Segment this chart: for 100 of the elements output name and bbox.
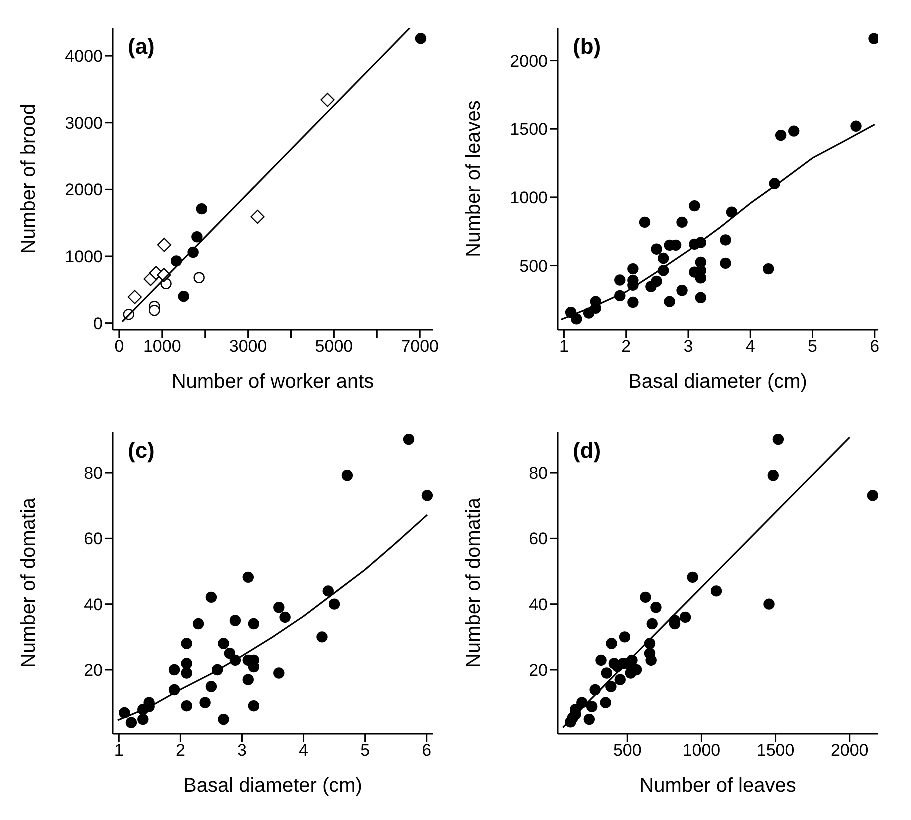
point xyxy=(316,632,328,643)
point xyxy=(571,314,582,325)
x-tick-label: 1 xyxy=(559,337,569,356)
point xyxy=(168,664,180,676)
x-axis-title: Number of leaves xyxy=(640,775,796,797)
x-tick-label: 4 xyxy=(299,741,309,760)
point xyxy=(178,290,190,302)
point xyxy=(200,697,211,708)
x-axis-title: Basal diameter (cm) xyxy=(628,371,808,393)
x-tick-label: 7000 xyxy=(401,337,440,356)
x-tick-label: 3 xyxy=(684,337,694,356)
point xyxy=(630,664,642,676)
point xyxy=(342,470,354,482)
point xyxy=(664,296,676,308)
point xyxy=(218,638,230,650)
point xyxy=(651,244,662,255)
point xyxy=(658,252,670,264)
x-tick-label: 2 xyxy=(622,337,632,356)
point xyxy=(676,285,688,296)
point xyxy=(242,674,254,686)
x-tick-label: 3000 xyxy=(229,337,268,356)
point xyxy=(680,612,692,624)
line-series xyxy=(560,124,876,321)
point xyxy=(422,490,433,502)
point xyxy=(586,701,598,712)
point xyxy=(170,256,182,267)
point xyxy=(181,638,192,650)
point xyxy=(763,263,774,275)
y-axis-title: Number of domatia xyxy=(18,497,40,668)
y-tick-label: 60 xyxy=(529,530,548,549)
point xyxy=(250,210,265,224)
point xyxy=(850,120,862,132)
y-axis-title: Number of brood xyxy=(18,104,40,254)
point xyxy=(628,296,639,308)
y-tick-label: 0 xyxy=(94,314,103,334)
y-tick-label: 80 xyxy=(529,464,548,484)
point xyxy=(206,592,218,604)
point xyxy=(181,700,192,712)
point xyxy=(218,714,230,726)
point xyxy=(619,632,631,643)
point xyxy=(614,674,626,686)
point xyxy=(242,572,254,584)
point xyxy=(768,470,780,482)
x-tick-label: 2000 xyxy=(830,741,869,760)
y-tick-label: 2000 xyxy=(65,180,103,200)
point xyxy=(196,203,208,215)
point xyxy=(867,490,878,502)
chart-title: (c) xyxy=(128,438,155,464)
point xyxy=(640,592,652,604)
y-tick-label: 4000 xyxy=(65,47,103,66)
x-tick-label: 3 xyxy=(237,741,247,760)
point xyxy=(206,681,218,692)
y-tick-label: 40 xyxy=(529,595,548,614)
point xyxy=(415,33,427,44)
point xyxy=(584,714,596,726)
x-tick-label: 5000 xyxy=(315,337,354,356)
point xyxy=(628,263,639,275)
x-axis-title: Basal diameter (cm) xyxy=(184,775,362,797)
x-tick-label: 4 xyxy=(746,337,756,356)
y-tick-label: 20 xyxy=(84,661,103,680)
point xyxy=(650,602,662,614)
point xyxy=(614,274,626,286)
point xyxy=(181,668,192,679)
y-tick-label: 60 xyxy=(84,530,103,549)
point xyxy=(764,598,775,610)
y-tick-label: 80 xyxy=(84,464,103,484)
point xyxy=(606,638,618,650)
x-tick-label: 1000 xyxy=(682,741,721,760)
point xyxy=(687,572,698,584)
y-tick-label: 40 xyxy=(84,595,103,614)
x-tick-label: 1 xyxy=(114,741,124,760)
x-tick-label: 2 xyxy=(176,741,186,760)
y-tick-label: 1500 xyxy=(510,120,548,140)
point xyxy=(224,648,236,660)
point xyxy=(128,290,142,304)
x-tick-label: 6 xyxy=(422,741,432,760)
point xyxy=(601,668,612,679)
point xyxy=(606,681,617,692)
chart-title: (d) xyxy=(573,438,602,464)
point xyxy=(788,126,800,137)
x-tick-label: 6 xyxy=(870,337,880,356)
point xyxy=(726,206,738,218)
y-axis-title: Number of leaves xyxy=(463,100,486,258)
y-tick-label: 3000 xyxy=(65,114,103,133)
x-tick-label: 0 xyxy=(114,337,124,356)
point xyxy=(192,232,203,243)
point xyxy=(689,200,700,212)
point xyxy=(639,216,651,228)
y-tick-label: 500 xyxy=(520,256,548,276)
point xyxy=(651,276,662,288)
point xyxy=(646,654,657,666)
y-axis-title: Number of domatia xyxy=(463,497,486,668)
point xyxy=(157,238,172,252)
point xyxy=(248,618,260,630)
point xyxy=(600,697,612,708)
y-tick-label: 1000 xyxy=(65,248,103,267)
x-tick-label: 1500 xyxy=(756,741,795,760)
point xyxy=(328,598,340,610)
point xyxy=(775,130,787,142)
chart-title: (b) xyxy=(573,34,602,60)
